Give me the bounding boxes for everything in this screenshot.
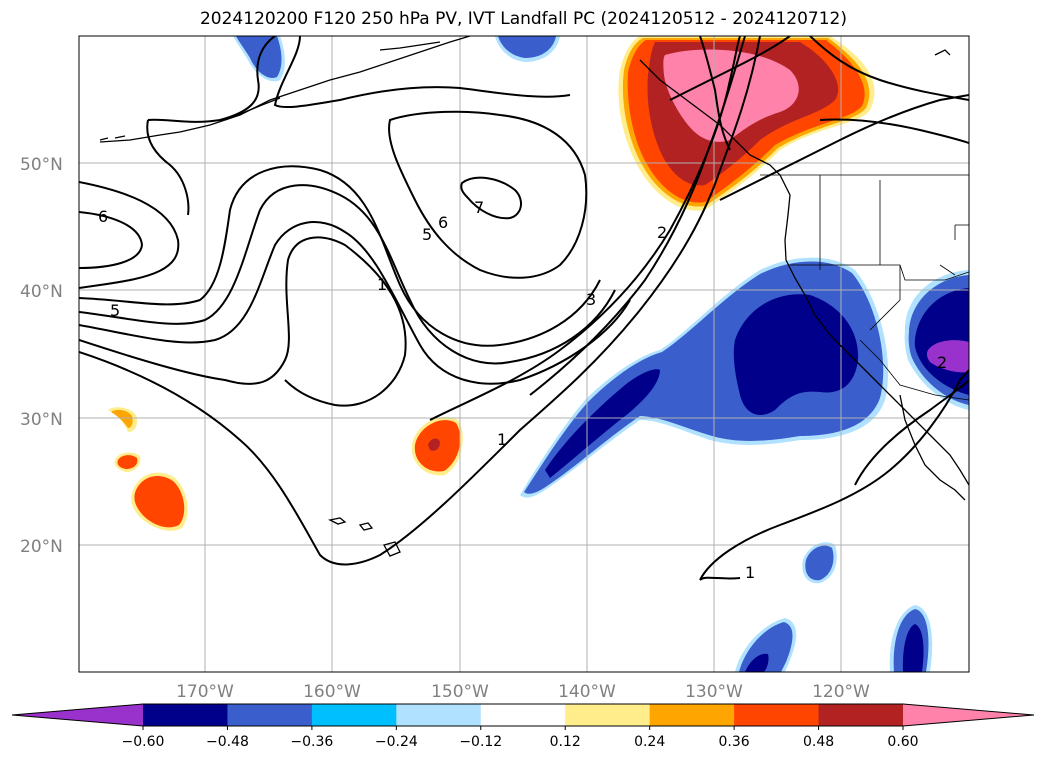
lat-label: 50°N bbox=[20, 155, 63, 175]
map-frame bbox=[78, 35, 970, 673]
lon-label: 140°W bbox=[558, 682, 616, 702]
colorbar-tick-label: −0.48 bbox=[206, 734, 249, 750]
colorbar-tick-label: 0.36 bbox=[719, 734, 750, 750]
political-borders bbox=[760, 174, 969, 401]
colorbar-ticks: −0.60 −0.48 −0.36 −0.24 −0.12 0.12 0.24 0.36 0.4… bbox=[122, 726, 919, 750]
map-title: 2024120200 F120 250 hPa PV, IVT Landfall… bbox=[199, 9, 847, 29]
colorbar-tick-label: −0.12 bbox=[459, 734, 502, 750]
colorbar-tick-label: 0.12 bbox=[550, 734, 581, 750]
colorbar-segment bbox=[143, 704, 228, 726]
contour-label: 2 bbox=[937, 353, 947, 372]
colorbar-segment bbox=[734, 704, 820, 726]
colorbar-tick-label: −0.36 bbox=[290, 734, 333, 750]
contour-label: 7 bbox=[474, 198, 484, 217]
positive-anomaly-bc bbox=[618, 36, 875, 211]
lon-label: 160°W bbox=[303, 682, 361, 702]
lon-label: 130°W bbox=[685, 682, 743, 702]
colorbar-tick-label: −0.24 bbox=[375, 734, 418, 750]
contour-label: 6 bbox=[438, 213, 448, 232]
colorbar-tick-label: 0.60 bbox=[887, 734, 918, 750]
contour-label: 6 bbox=[98, 207, 108, 226]
colorbar-segment bbox=[480, 704, 566, 726]
contour-label: 2 bbox=[657, 223, 667, 242]
contour-label: 5 bbox=[110, 301, 120, 320]
lon-label: 150°W bbox=[431, 682, 489, 702]
contour-labels: 6 5 7 6 5 1 3 2 1 1 2 bbox=[98, 198, 947, 582]
pv-contours bbox=[79, 36, 969, 581]
colorbar-extend-max bbox=[903, 704, 1034, 726]
lat-label: 40°N bbox=[20, 282, 63, 302]
lat-label: 30°N bbox=[20, 410, 63, 430]
lon-label: 120°W bbox=[812, 682, 870, 702]
contour-label: 5 bbox=[422, 225, 432, 244]
longitude-labels: 170°W 160°W 150°W 140°W 130°W 120°W bbox=[176, 682, 870, 702]
colorbar-tick-label: 0.48 bbox=[803, 734, 834, 750]
colorbar-segment bbox=[311, 704, 397, 726]
colorbar-tick-label: 0.24 bbox=[634, 734, 665, 750]
graticule bbox=[79, 36, 969, 672]
colorbar-extend-min bbox=[12, 704, 143, 726]
negative-anomaly-southwest-us bbox=[904, 270, 969, 410]
colorbar-segment bbox=[227, 704, 313, 726]
colorbar bbox=[11, 703, 1035, 727]
lon-label: 170°W bbox=[176, 682, 234, 702]
colorbar-segment bbox=[396, 704, 482, 726]
positive-anomaly-hawaii bbox=[108, 407, 463, 531]
colorbar-segment bbox=[649, 704, 735, 726]
contour-label: 1 bbox=[497, 430, 507, 449]
negative-anomaly-south bbox=[735, 542, 933, 672]
negative-anomaly-california bbox=[520, 257, 889, 498]
colorbar-tick-label: −0.60 bbox=[122, 734, 165, 750]
contour-label: 3 bbox=[586, 290, 596, 309]
colorbar-segment bbox=[565, 704, 651, 726]
lat-label: 20°N bbox=[20, 537, 63, 557]
contour-label: 1 bbox=[745, 563, 755, 582]
colorbar-segment bbox=[818, 704, 904, 726]
latitude-labels: 50°N 40°N 30°N 20°N bbox=[20, 155, 63, 557]
contour-label: 1 bbox=[377, 275, 387, 294]
